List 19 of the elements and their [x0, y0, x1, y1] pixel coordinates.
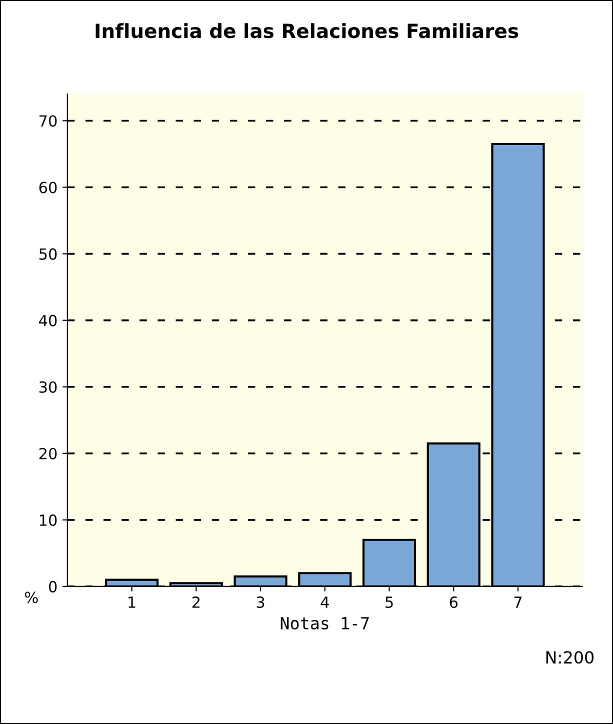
y-tick-label: 30	[39, 381, 57, 393]
y-tick-label: 50	[39, 248, 57, 260]
x-axis-title: Notas 1-7	[280, 617, 369, 630]
x-tick-label: 2	[192, 596, 200, 608]
text: N:200	[546, 651, 594, 664]
x-tick-label: 7	[514, 596, 522, 608]
chart-title: Influencia de las Relaciones Familiares	[96, 23, 518, 38]
x-tick-label: 1	[128, 596, 136, 608]
x-tick-label: 6	[450, 596, 458, 608]
y-axis-title: %	[24, 592, 38, 604]
y-tick-label: 10	[40, 514, 57, 526]
y-tick-label: 70	[40, 115, 57, 127]
x-tick-label: 5	[386, 596, 393, 608]
x-tick-label: 3	[256, 596, 264, 608]
y-tick-label: 60	[39, 182, 57, 194]
y-tick-label: 40	[39, 314, 57, 326]
y-tick-label: 20	[39, 448, 57, 460]
y-tick-label: 0	[48, 580, 57, 592]
x-tick-label: 4	[320, 596, 329, 608]
